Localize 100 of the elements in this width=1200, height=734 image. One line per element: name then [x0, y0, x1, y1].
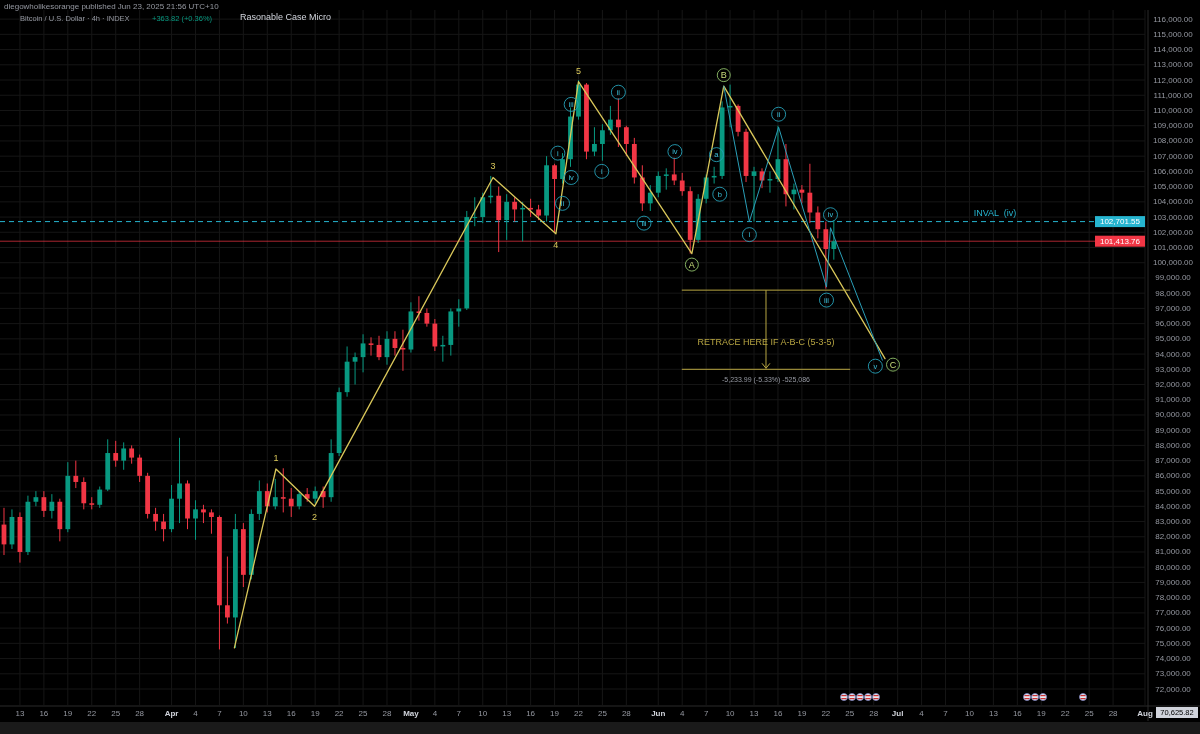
x-tick-label: 10	[965, 708, 975, 718]
x-tick-label: 28	[135, 708, 145, 718]
x-tick-label: 19	[63, 708, 73, 718]
x-tick-label: 13	[262, 708, 273, 718]
x-tick-label: 28	[382, 708, 392, 718]
annotation: RETRACE HERE IF A-B-C (5-3-5)	[697, 336, 835, 347]
candlestick	[400, 329, 406, 372]
candlestick	[161, 513, 166, 542]
x-tick-label: 7	[456, 708, 462, 718]
candlestick	[615, 97, 621, 148]
chart-title: Rasonable Case Micro	[240, 12, 332, 22]
y-tick-label: 90,000.00	[1155, 410, 1192, 420]
candlestick	[424, 307, 430, 328]
x-tick-label: 4	[193, 708, 199, 718]
y-tick-label: 107,000.00	[1152, 151, 1194, 161]
x-tick-label: May	[403, 708, 420, 718]
candlestick	[201, 504, 206, 524]
x-tick-label: 22	[821, 708, 831, 718]
y-tick-label: 116,000.00	[1153, 14, 1194, 24]
candlestick	[831, 219, 837, 261]
candlestick	[280, 467, 286, 513]
y-tick-label: 114,000.00	[1153, 45, 1194, 55]
x-tick-label: Jul	[891, 708, 904, 718]
x-tick-label: 16	[773, 708, 783, 718]
x-tick-label: 22	[1060, 708, 1071, 718]
x-tick-label: 4	[919, 708, 925, 718]
x-tick-label: 10	[725, 708, 736, 718]
y-tick-label: 87,000.00	[1155, 456, 1192, 466]
y-tick-label: 100,000.00	[1152, 258, 1194, 268]
x-tick-label: 22	[574, 708, 584, 718]
annotation: INVAL (iv)	[973, 207, 1017, 218]
y-tick-label: 84,000.00	[1155, 501, 1192, 511]
candlestick	[97, 486, 103, 509]
x-tick-label: 16	[1012, 708, 1023, 718]
candlestick	[296, 490, 302, 510]
y-tick-label: 96,000.00	[1155, 319, 1192, 329]
candlestick	[129, 444, 135, 465]
y-tick-label: 110,000.00	[1153, 105, 1194, 115]
x-tick-label: 19	[1036, 708, 1047, 718]
x-tick-label: 4	[679, 708, 685, 718]
x-tick-label: 28	[1108, 708, 1119, 718]
y-tick-label: 88,000.00	[1155, 440, 1192, 450]
candlestick	[352, 352, 358, 386]
y-tick-label: 99,000.00	[1155, 273, 1192, 283]
candlestick	[663, 167, 669, 191]
candlestick	[679, 172, 685, 197]
candlestick	[49, 493, 55, 519]
candlestick	[432, 318, 438, 352]
candlestick	[815, 205, 821, 239]
y-tick-label: 81,000.00	[1155, 547, 1192, 557]
y-tick-label: 111,000.00	[1153, 90, 1193, 100]
y-tick-label: 95,000.00	[1155, 334, 1192, 344]
y-tick-label: 79,000.00	[1155, 577, 1192, 587]
annotation: diegowholikesorange published Jun 23, 2025 21:56 UTC+10	[4, 1, 220, 11]
annotation: 5	[575, 65, 581, 76]
candlestick	[512, 196, 518, 223]
x-tick-label: Apr	[164, 708, 179, 718]
candlestick	[552, 163, 557, 233]
candlestick	[560, 152, 565, 185]
y-tick-label: 80,000.00	[1155, 562, 1192, 572]
annotation: B	[720, 70, 727, 81]
candlestick	[807, 163, 813, 224]
x-tick-label: 19	[797, 708, 807, 718]
candlestick	[113, 440, 119, 468]
x-tick-label: Jun	[651, 708, 666, 718]
x-tick-label: 16	[526, 708, 536, 718]
candlestick	[600, 123, 605, 162]
candlestick	[225, 556, 230, 625]
x-tick-label: 25	[358, 708, 369, 718]
x-tick-label: 13	[988, 708, 999, 718]
x-tick-label: Aug	[1137, 708, 1153, 718]
candlestick	[751, 166, 757, 223]
candlestick	[288, 487, 294, 518]
candlestick	[504, 193, 510, 241]
candlestick	[671, 157, 677, 186]
ref-line-label: 101,413.76	[1099, 236, 1141, 246]
annotation: C	[889, 359, 897, 370]
x-tick-label: 22	[334, 708, 345, 718]
y-tick-label: 74,000.00	[1155, 654, 1192, 664]
x-tick-label: 25	[111, 708, 121, 718]
candlestick	[73, 460, 79, 489]
y-tick-label: 109,000.00	[1152, 121, 1194, 131]
candlestick	[456, 298, 462, 328]
x-tick-label: 7	[943, 708, 949, 718]
annotation: 1	[273, 453, 279, 464]
candlestick	[121, 441, 127, 471]
x-tick-label: 10	[238, 708, 249, 718]
y-tick-label: 115,000.00	[1153, 29, 1194, 39]
y-tick-label: 72,000.00	[1155, 684, 1192, 694]
y-tick-label: 103,000.00	[1152, 212, 1194, 222]
y-tick-label: 97,000.00	[1155, 303, 1192, 313]
candlestick	[767, 170, 773, 194]
x-tick-label: 13	[502, 708, 512, 718]
y-tick-label: 85,000.00	[1155, 486, 1192, 496]
candlestick	[655, 170, 661, 198]
candlestick	[272, 478, 278, 510]
y-tick-label: 78,000.00	[1155, 593, 1192, 603]
candlestick	[33, 490, 39, 507]
ref-line-label: 102,701.55	[1099, 217, 1141, 227]
x-tick-label: 7	[217, 708, 223, 718]
